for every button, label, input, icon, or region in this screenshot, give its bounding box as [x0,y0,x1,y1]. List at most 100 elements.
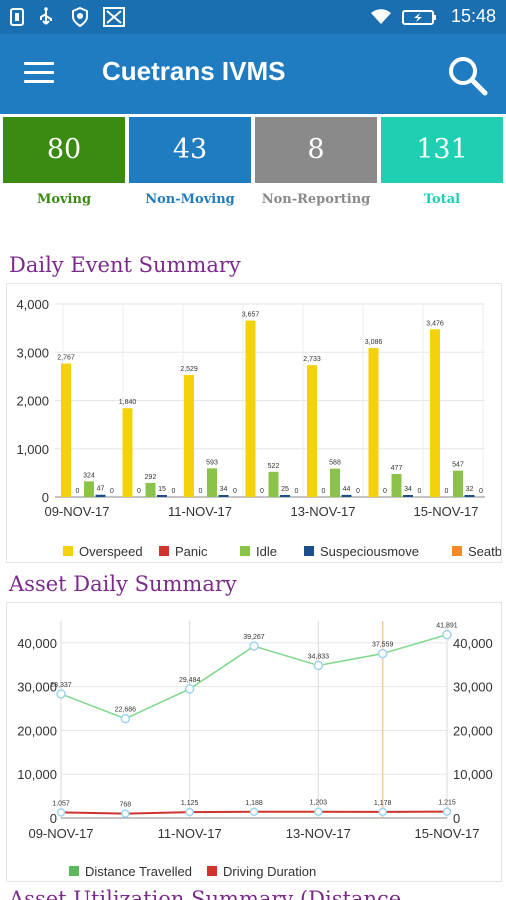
data-label: 1,840 [119,399,137,406]
asset-daily-chart[interactable]: 0 0 10,000 10,000 20,000 20,000 30,000 30,000 40… [7,603,501,881]
legend-label: Distance Travelled [85,864,192,879]
data-label: 522 [268,463,280,470]
data-label: 0 [356,488,360,495]
usb-icon [40,7,52,25]
data-label: 34,833 [308,654,330,661]
data-label: 34 [404,486,412,493]
data-label: 1,125 [181,800,199,807]
data-label: 44 [343,486,351,493]
data-label: 41,891 [436,623,458,630]
data-label: 0 [479,488,483,495]
status-tile-total[interactable]: 131 [381,117,503,183]
status-tile-non-moving[interactable]: 43 [129,117,251,183]
y-tick-label: 1,000 [16,442,49,457]
bar-idle [391,473,402,497]
clock: 15:48 [450,6,496,26]
data-label: 0 [110,488,114,495]
data-label: 15 [158,486,166,493]
app-bar: Cuetrans IVMS [0,34,506,114]
data-label: 2,733 [303,356,321,363]
data-label: 1,178 [374,800,392,807]
data-label: 3,657 [242,312,260,319]
data-label: 32 [466,486,474,493]
point-distance-travelled [377,648,388,659]
bar-overspeed [61,363,71,497]
point-driving-duration [442,807,452,816]
legend-swatch [452,546,462,556]
data-label: 3,476 [426,320,444,327]
data-label: 47 [97,486,105,493]
bar-idle [453,470,463,497]
y2-tick-label: 30,000 [453,680,493,695]
data-label: 2,767 [57,354,75,361]
app-icon [103,7,125,27]
bar-suspeciousmove [341,494,352,497]
data-label: 0 [295,488,299,495]
data-label: 1,188 [245,800,263,807]
data-label: 588 [329,460,341,467]
legend-swatch [159,546,169,556]
data-label: 37,559 [372,642,394,649]
point-distance-travelled [442,629,452,640]
data-label: 477 [391,465,403,472]
section-title-daily-event: Daily Event Summary [9,253,241,277]
bar-suspeciousmove [218,495,229,497]
x-tick-label: 15-NOV-17 [413,504,478,519]
menu-icon[interactable] [24,62,54,86]
daily-event-chart-card: 0 1,000 2,000 3,000 4,000 2,767 0 324 47 0 1,840 0 2… [6,283,506,563]
y-tick-label: 20,000 [17,723,57,738]
data-label: 0 [137,488,141,495]
legend-swatch [63,546,73,556]
bar-suspeciousmove [464,495,475,497]
battery-icon [402,10,436,25]
bar-suspeciousmove [95,494,106,497]
x-tick-label: 15-NOV-17 [414,826,479,841]
bar-idle [330,468,340,497]
data-label: 28,337 [50,682,72,689]
status-tile-non-reporting[interactable]: 8 [255,117,377,183]
data-label: 0 [233,488,237,495]
data-label: 34 [220,486,228,493]
legend-label: Idle [256,544,277,559]
bar-idle [268,471,279,497]
legend-swatch [240,546,250,556]
data-label: 0 [260,488,264,495]
search-icon[interactable] [445,53,489,97]
y-tick-label: 40,000 [17,636,57,651]
wifi-icon [371,9,391,24]
data-label: 22,686 [115,707,137,714]
x-tick-label: 11-NOV-17 [158,826,222,841]
point-driving-duration [56,808,66,817]
data-label: 593 [206,459,218,466]
bar-idle [145,482,156,497]
y-tick-label: 10,000 [17,767,57,782]
data-label: 1,215 [438,800,456,807]
y-tick-label: 30,000 [17,680,57,695]
point-distance-travelled [313,660,324,671]
data-label: 0 [76,488,80,495]
data-label: 2,529 [180,366,198,373]
bar-idle [207,468,217,497]
y-tick-label: 3,000 [16,345,49,360]
y-tick-label: 4,000 [16,297,49,312]
bar-overspeed [307,365,317,497]
bar-suspeciousmove [280,495,290,497]
point-driving-duration [121,809,130,818]
point-distance-travelled [184,684,195,694]
status-tile-moving[interactable]: 80 [3,117,125,183]
data-label: 0 [199,488,203,495]
status-tile-label: Total [423,192,461,207]
point-driving-duration [378,807,387,817]
app-title: Cuetrans IVMS [102,56,286,86]
data-label: 292 [145,474,157,481]
status-bar: 15:48 [0,0,506,34]
y-tick-label: 2,000 [16,394,49,409]
status-tile-label: Non-Moving [145,192,235,207]
legend-swatch [69,866,79,876]
bar-overspeed [368,348,379,497]
data-label: 3,086 [365,339,383,346]
data-label: 324 [83,472,95,479]
data-label: 0 [445,488,449,495]
status-tile-label: Moving [36,192,92,207]
